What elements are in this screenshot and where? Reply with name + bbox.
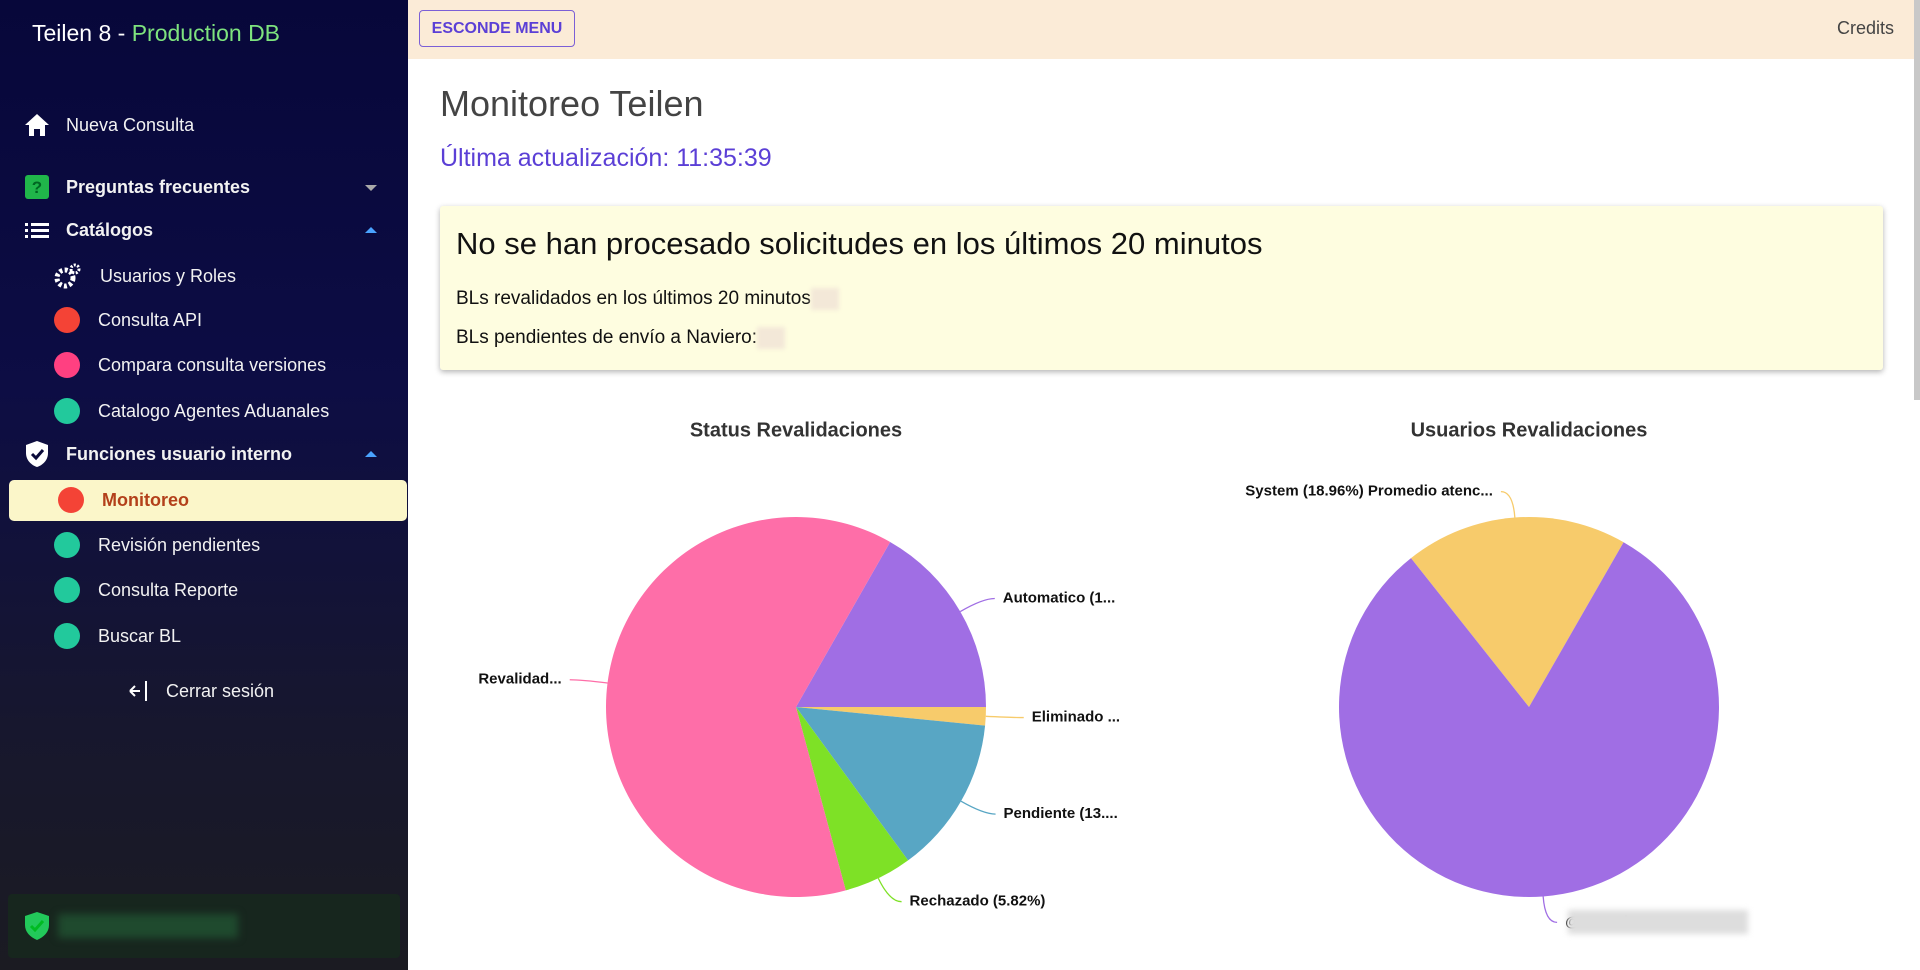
blurred-email	[1568, 910, 1748, 934]
pie-slice	[606, 517, 891, 897]
nav-label: Nueva Consulta	[66, 114, 195, 135]
nav-item[interactable]: Nueva Consulta	[24, 110, 194, 140]
nav-label: Cerrar sesión	[166, 680, 275, 701]
icon: ?	[25, 175, 49, 199]
leader-line	[960, 800, 996, 815]
nav-label: Compara consulta versiones	[98, 354, 327, 375]
alert-text: BLs pendientes de envío a Naviero:	[456, 327, 758, 348]
nav-item[interactable]: Funciones usuario interno	[24, 439, 292, 469]
slice-label: Eliminado ...	[1032, 709, 1120, 726]
icon	[129, 681, 147, 701]
nav-item[interactable]: ? Preguntas frecuentes	[24, 172, 250, 202]
nav-item[interactable]: Buscar BL	[54, 621, 181, 651]
icon	[54, 263, 81, 289]
icon	[54, 577, 80, 603]
credits-link[interactable]: Credits	[1836, 18, 1894, 38]
icon	[25, 912, 49, 940]
sidebar: Teilen 8 - Production DB Nueva Consulta …	[0, 0, 408, 970]
slice-label: Rechazado (5.82%)	[910, 893, 1046, 910]
leader-line	[1542, 896, 1558, 924]
alert-card: No se han procesado solicitudes en los ú…	[440, 206, 1883, 370]
nav-label: Buscar BL	[98, 625, 182, 646]
pie-slice	[796, 707, 986, 861]
leader-line	[985, 715, 1024, 719]
caret	[365, 227, 377, 233]
env-name: Production DB	[131, 20, 281, 46]
nav-item[interactable]: Catálogos	[24, 215, 153, 245]
logout[interactable]: Cerrar sesión	[128, 676, 274, 706]
nav-item[interactable]: Consulta API	[54, 305, 202, 335]
blurred-value	[757, 327, 786, 349]
slice-label: Automatico (1...	[1003, 589, 1116, 606]
pie-slice	[796, 541, 986, 707]
blurred-value	[810, 288, 839, 310]
charts: Status Revalidaciones Automatico (1... Eli…	[478, 419, 1748, 934]
toggle-menu-button[interactable]: ESCONDE MENU	[419, 10, 575, 47]
alert-title: No se han procesado solicitudes en los ú…	[456, 226, 1263, 261]
icon	[54, 532, 80, 558]
nav-label: Preguntas frecuentes	[66, 176, 251, 197]
nav-label: Funciones usuario interno	[66, 443, 293, 464]
leader-line	[877, 877, 902, 903]
icon	[54, 398, 80, 424]
page-title: Monitoreo Teilen	[440, 83, 704, 124]
pie-slice	[1339, 542, 1720, 897]
nav-item[interactable]: Monitoreo	[58, 485, 189, 515]
nav-item[interactable]: Catalogo Agentes Aduanales	[54, 396, 329, 426]
icon	[58, 487, 84, 513]
nav-item[interactable]: Compara consulta versiones	[54, 350, 326, 380]
caret	[365, 451, 377, 457]
nav-item[interactable]: Consulta Reporte	[54, 575, 238, 605]
nav-label: Catalogo Agentes Aduanales	[98, 400, 330, 421]
nav-item[interactable]: Revisión pendientes	[54, 530, 260, 560]
nav-label: Usuarios y Roles	[100, 265, 237, 286]
icon	[54, 352, 80, 378]
alert-text: BLs revalidados en los últimos 20 minuto…	[456, 288, 811, 309]
chart-title: Usuarios Revalidaciones	[1411, 419, 1648, 441]
alert-line: BLs pendientes de envío a Naviero:	[456, 327, 786, 349]
icon	[26, 441, 48, 467]
leader-line	[1500, 490, 1516, 518]
icon	[25, 114, 49, 136]
nav-label: Monitoreo	[102, 489, 189, 510]
slice-label: System (18.96%) Promedio atenc...	[1245, 483, 1493, 500]
caret	[365, 185, 377, 191]
scrollbar	[1914, 0, 1920, 400]
svg-text:?: ?	[32, 178, 42, 197]
slice-label: Revalidad...	[478, 671, 561, 688]
top-bar: ESCONDE MENU Credits	[408, 0, 1914, 59]
brand: Teilen 8 - Production DB	[32, 20, 280, 47]
chart-title: Status Revalidaciones	[690, 419, 902, 441]
icon	[25, 223, 49, 238]
alert-line: BLs revalidados en los últimos 20 minuto…	[456, 288, 839, 310]
icon	[54, 307, 80, 333]
leader-line	[569, 679, 608, 684]
nav-item[interactable]: Usuarios y Roles	[54, 261, 236, 291]
blurred-user	[58, 914, 238, 938]
nav-label: Catálogos	[66, 219, 154, 240]
slice-label: Pendiente (13....	[1004, 805, 1118, 822]
user-box	[8, 894, 400, 958]
icon	[54, 623, 80, 649]
leader-line	[959, 597, 995, 613]
nav-label: Consulta Reporte	[98, 579, 239, 600]
last-update: Última actualización: 11:35:39	[440, 144, 772, 172]
pie-slice	[1410, 517, 1624, 707]
brand-name: Teilen 8 -	[32, 20, 132, 46]
pie-slice	[796, 707, 909, 891]
nav-label: Revisión pendientes	[98, 534, 261, 555]
pie-slice	[796, 707, 986, 726]
nav-label: Consulta API	[98, 309, 203, 330]
